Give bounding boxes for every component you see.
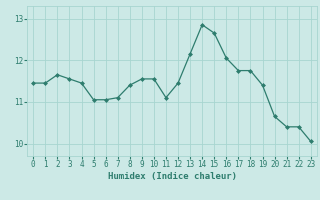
X-axis label: Humidex (Indice chaleur): Humidex (Indice chaleur)	[108, 172, 236, 181]
